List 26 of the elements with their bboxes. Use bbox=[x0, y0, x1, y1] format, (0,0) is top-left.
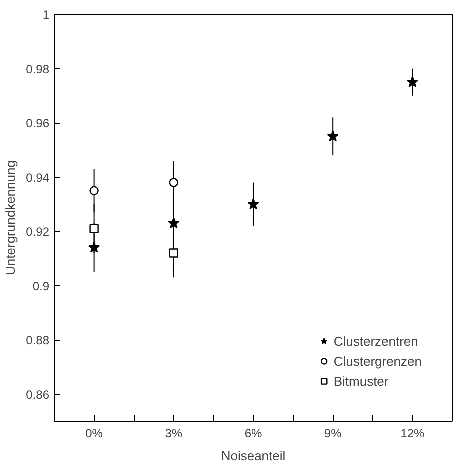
point bbox=[406, 76, 419, 88]
x-tick-label: 0% bbox=[86, 426, 104, 440]
y-tick-label: 1 bbox=[42, 8, 50, 22]
legend-label: Clusterzentren bbox=[334, 334, 418, 348]
point bbox=[90, 186, 99, 196]
x-tick-label: 12% bbox=[400, 426, 426, 440]
y-tick-label: 0.98 bbox=[26, 62, 50, 76]
y-axis-title: Untergrundkennung bbox=[3, 160, 18, 276]
point bbox=[169, 248, 178, 258]
y-tick-label: 0.9 bbox=[32, 279, 50, 294]
y-tick-label: 0.96 bbox=[26, 116, 50, 131]
x-tick-label: 6% bbox=[244, 426, 262, 440]
legend-label: Clustergrenzen bbox=[334, 354, 422, 368]
y-tick-label: 0.88 bbox=[26, 334, 50, 348]
point bbox=[169, 178, 178, 188]
x-tick-label: 3% bbox=[165, 426, 183, 440]
y-tick-label: 0.94 bbox=[26, 170, 50, 185]
x-tick-label: 9% bbox=[324, 426, 342, 440]
point bbox=[168, 217, 180, 228]
point bbox=[248, 198, 260, 210]
legend-label: Bitmuster bbox=[334, 374, 389, 388]
point bbox=[327, 130, 339, 142]
y-tick-label: 0.92 bbox=[26, 225, 50, 240]
y-tick-label: 0.86 bbox=[26, 388, 50, 402]
x-axis-title: Noiseanteil bbox=[221, 448, 286, 464]
point bbox=[90, 224, 99, 234]
